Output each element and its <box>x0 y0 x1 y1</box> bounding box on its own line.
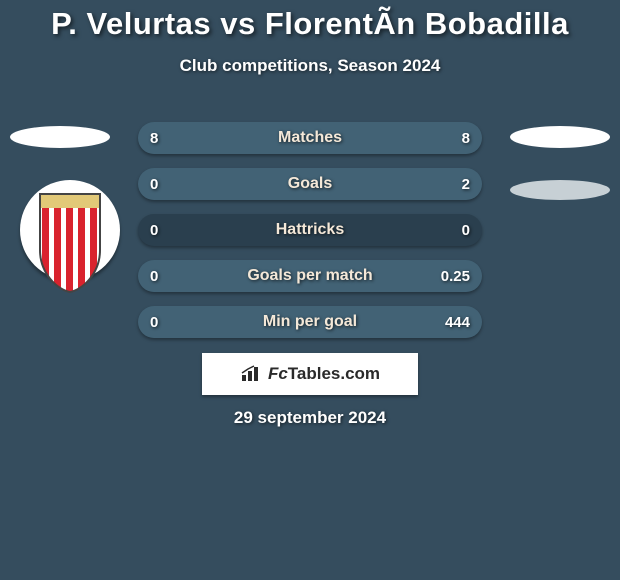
stat-value-right: 0.25 <box>441 260 470 292</box>
player-right-badge-placeholder-1 <box>510 126 610 148</box>
attribution-badge: FcTables.com <box>202 353 418 395</box>
page-title: P. Velurtas vs FlorentÃn Bobadilla <box>0 0 620 42</box>
player-right-badge-placeholder-2 <box>510 180 610 200</box>
stat-row: 0Goals2 <box>138 168 482 200</box>
attribution-fc: Fc <box>268 364 288 383</box>
stat-value-right: 2 <box>462 168 470 200</box>
stat-value-right: 444 <box>445 306 470 338</box>
stats-rows: 8Matches80Goals20Hattricks00Goals per ma… <box>138 122 482 352</box>
stat-row: 8Matches8 <box>138 122 482 154</box>
stat-value-right: 0 <box>462 214 470 246</box>
club-crest <box>20 180 120 304</box>
crest-shield-icon <box>36 190 104 294</box>
stat-label: Matches <box>138 122 482 154</box>
stat-row: 0Hattricks0 <box>138 214 482 246</box>
player-left-badge-placeholder <box>10 126 110 148</box>
stat-label: Hattricks <box>138 214 482 246</box>
stat-value-right: 8 <box>462 122 470 154</box>
stat-label: Goals per match <box>138 260 482 292</box>
date-text: 29 september 2024 <box>0 408 620 428</box>
stat-row: 0Goals per match0.25 <box>138 260 482 292</box>
attribution-text: FcTables.com <box>268 364 380 384</box>
barchart-icon <box>240 365 264 383</box>
attribution-rest: Tables.com <box>288 364 380 383</box>
stat-label: Goals <box>138 168 482 200</box>
page-subtitle: Club competitions, Season 2024 <box>0 56 620 76</box>
stat-row: 0Min per goal444 <box>138 306 482 338</box>
stat-label: Min per goal <box>138 306 482 338</box>
